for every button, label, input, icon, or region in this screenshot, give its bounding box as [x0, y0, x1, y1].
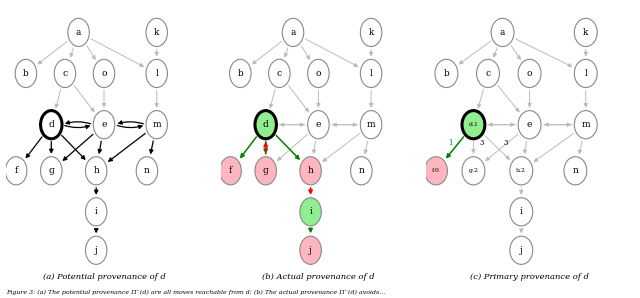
Circle shape	[308, 111, 329, 139]
Text: b: b	[444, 69, 449, 78]
Circle shape	[255, 111, 276, 139]
Circle shape	[40, 157, 62, 185]
Circle shape	[5, 157, 27, 185]
Text: 3: 3	[479, 139, 484, 147]
Circle shape	[300, 157, 321, 185]
Circle shape	[93, 111, 115, 139]
Circle shape	[510, 198, 532, 226]
Text: d.1: d.1	[468, 122, 479, 127]
Text: i: i	[520, 207, 523, 216]
Text: f: f	[15, 166, 18, 175]
Text: k: k	[154, 28, 159, 37]
Text: i: i	[309, 207, 312, 216]
Text: i: i	[95, 207, 98, 216]
Circle shape	[360, 111, 382, 139]
Circle shape	[86, 198, 107, 226]
Text: 3: 3	[504, 139, 508, 147]
Text: a: a	[76, 28, 81, 37]
Text: f.0: f.0	[432, 168, 440, 173]
Circle shape	[146, 111, 168, 139]
Text: m: m	[152, 120, 161, 129]
Text: b: b	[237, 69, 243, 78]
Text: Figure 3: (a) The potential provenance Π⁻(d) are all moves reachable from d; (b): Figure 3: (a) The potential provenance Π…	[6, 290, 386, 295]
Text: c: c	[276, 69, 282, 78]
Circle shape	[146, 59, 168, 88]
Text: e: e	[527, 120, 532, 129]
Text: k: k	[369, 28, 374, 37]
Text: m: m	[367, 120, 376, 129]
Circle shape	[68, 18, 90, 46]
Circle shape	[93, 59, 115, 88]
Text: a: a	[291, 28, 296, 37]
Circle shape	[282, 18, 304, 46]
Circle shape	[574, 59, 597, 88]
Text: o: o	[527, 69, 532, 78]
Text: h.2: h.2	[516, 168, 526, 173]
Circle shape	[15, 59, 36, 88]
Text: h: h	[308, 166, 314, 175]
Circle shape	[351, 157, 372, 185]
Text: k: k	[583, 28, 588, 37]
Circle shape	[308, 59, 329, 88]
Circle shape	[300, 236, 321, 264]
Text: d: d	[263, 120, 269, 129]
Circle shape	[146, 18, 168, 46]
Text: c: c	[62, 69, 68, 78]
Text: b: b	[23, 69, 29, 78]
Circle shape	[230, 59, 251, 88]
Text: g.2: g.2	[468, 168, 479, 173]
Text: 1: 1	[448, 139, 453, 147]
Text: c: c	[485, 69, 491, 78]
Circle shape	[86, 236, 107, 264]
Text: n: n	[572, 166, 579, 175]
Circle shape	[360, 59, 382, 88]
Text: h: h	[93, 166, 99, 175]
Circle shape	[574, 18, 597, 46]
Circle shape	[86, 157, 107, 185]
Text: j: j	[309, 246, 312, 255]
Circle shape	[360, 18, 382, 46]
Circle shape	[462, 111, 485, 139]
Circle shape	[510, 157, 532, 185]
Text: e: e	[316, 120, 321, 129]
Text: m: m	[582, 120, 590, 129]
Text: g: g	[49, 166, 54, 175]
Text: f: f	[229, 166, 232, 175]
Circle shape	[462, 157, 485, 185]
Text: (c) Primary provenance of d: (c) Primary provenance of d	[470, 273, 589, 281]
Circle shape	[477, 59, 499, 88]
Text: (a) Potential provenance of d: (a) Potential provenance of d	[43, 273, 165, 281]
Text: a: a	[500, 28, 505, 37]
Text: e: e	[101, 120, 107, 129]
Text: o: o	[101, 69, 107, 78]
Text: (b) Actual provenance of d: (b) Actual provenance of d	[262, 273, 374, 281]
Circle shape	[255, 157, 276, 185]
Circle shape	[564, 157, 587, 185]
Circle shape	[54, 59, 76, 88]
Circle shape	[300, 198, 321, 226]
Text: j: j	[95, 246, 97, 255]
Circle shape	[220, 157, 241, 185]
Text: g: g	[263, 166, 269, 175]
Circle shape	[518, 59, 541, 88]
Circle shape	[40, 111, 62, 139]
Circle shape	[136, 157, 157, 185]
Text: l: l	[156, 69, 158, 78]
Text: l: l	[584, 69, 587, 78]
Circle shape	[491, 18, 514, 46]
Circle shape	[518, 111, 541, 139]
Circle shape	[435, 59, 458, 88]
Text: d: d	[49, 120, 54, 129]
Text: j: j	[520, 246, 523, 255]
Circle shape	[510, 236, 532, 264]
Text: n: n	[358, 166, 364, 175]
Circle shape	[574, 111, 597, 139]
Text: l: l	[370, 69, 372, 78]
Circle shape	[424, 157, 447, 185]
Circle shape	[269, 59, 290, 88]
Text: o: o	[316, 69, 321, 78]
Text: n: n	[144, 166, 150, 175]
